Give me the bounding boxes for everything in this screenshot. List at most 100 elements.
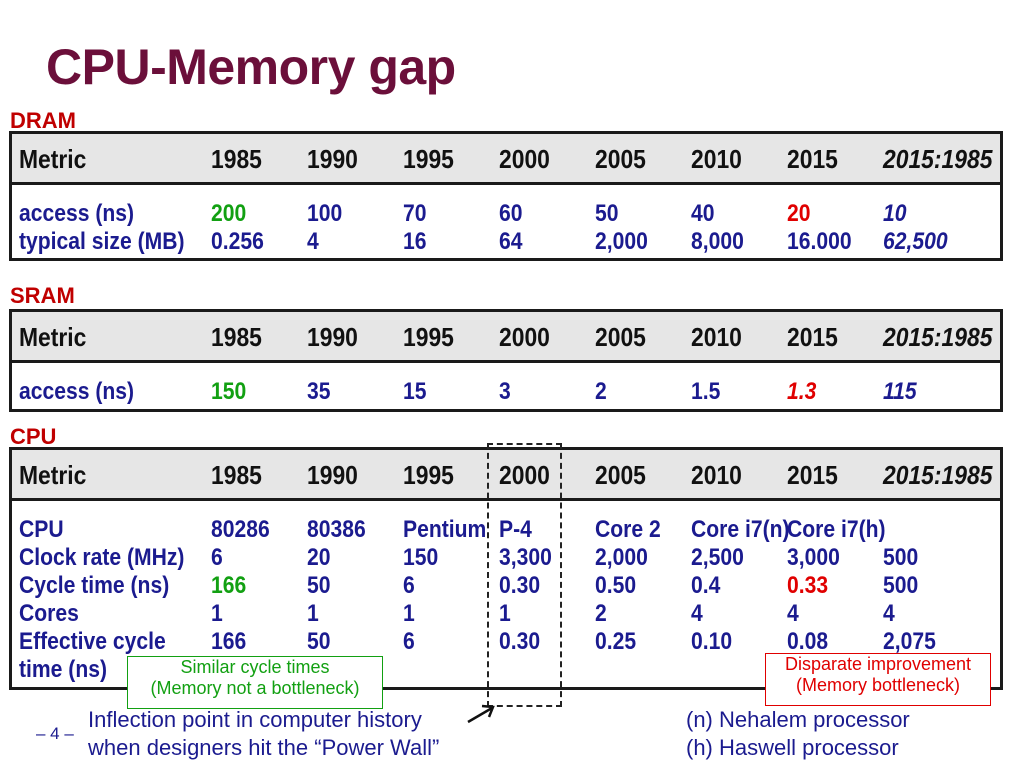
cpu-cell-r2-c4: 0.30 — [499, 572, 541, 599]
cpu-cell-r4-c8: 2,075 — [883, 628, 936, 655]
dram-header-1985: 1985 — [211, 144, 262, 174]
cpu-cell-r2-c0: Cycle time (ns) — [19, 572, 170, 599]
cpu-cell-r1-c2: 20 — [307, 544, 331, 571]
cpu-header-2000: 2000 — [499, 460, 550, 490]
legend-nehalem: (n) Nehalem processor — [686, 707, 910, 732]
cpu-cell-r0-c0: CPU — [19, 516, 64, 543]
disparate-improvement-note: Disparate improvement (Memory bottleneck… — [765, 653, 991, 706]
dram-cell-r0-c6: 40 — [691, 200, 715, 227]
sram-cell-r0-c2: 35 — [307, 378, 331, 405]
dram-cell-r0-c0: access (ns) — [19, 200, 135, 227]
similar-cycle-note: Similar cycle times (Memory not a bottle… — [127, 656, 383, 709]
sram-header-2005: 2005 — [595, 322, 646, 352]
inflection-caption: Inflection point in computer history whe… — [88, 706, 439, 762]
similar-note-line-1: Similar cycle times — [180, 657, 330, 677]
cpu-cell-r2-c1: 166 — [211, 572, 247, 599]
dram-header-row: Metric 1985 1990 1995 2000 2005 2010 2015 2015:1… — [12, 134, 1000, 185]
inflection-highlight-box — [487, 443, 562, 707]
cpu-cell-r1-c8: 500 — [883, 544, 919, 571]
cpu-cell-r0-c3: Pentium — [403, 516, 487, 543]
cpu-header-2010: 2010 — [691, 460, 742, 490]
sram-header-1995: 1995 — [403, 322, 454, 352]
cpu-cell-r1-c1: 6 — [211, 544, 223, 571]
dram-header-1990: 1990 — [307, 144, 358, 174]
cpu-cell-r3-c7: 4 — [787, 600, 799, 627]
cpu-cell-r4-c2: 50 — [307, 628, 331, 655]
cpu-cell-r0-c5: Core 2 — [595, 516, 661, 543]
sram-table: Metric 1985 1990 1995 2000 2005 2010 2015 2015:1… — [9, 309, 1003, 412]
disparate-note-line-1: Disparate improvement — [784, 654, 972, 674]
legend-haswell: (h) Haswell processor — [686, 735, 899, 760]
sram-cell-r0-c0: access (ns) — [19, 378, 135, 405]
dram-header-metric: Metric — [19, 144, 87, 174]
sram-header-1990: 1990 — [307, 322, 358, 352]
dram-cell-r0-c8: 10 — [883, 200, 907, 227]
cpu-cell-r4-c1: 166 — [211, 628, 247, 655]
cpu-table: Metric 1985 1990 1995 2000 2005 2010 2015 2015:1… — [9, 447, 1003, 690]
dram-cell-r0-c4: 60 — [499, 200, 523, 227]
dram-header-2010: 2010 — [691, 144, 742, 174]
cpu-cell-r2-c7: 0.33 — [787, 572, 829, 599]
cpu-header-1990: 1990 — [307, 460, 358, 490]
cpu-cell-r4-c4: 0.30 — [499, 628, 541, 655]
dram-cell-r0-c5: 50 — [595, 200, 619, 227]
sram-header-2000: 2000 — [499, 322, 550, 352]
inflection-caption-line-2: when designers hit the “Power Wall” — [88, 735, 440, 760]
dram-cell-r0-c1: 200 — [211, 200, 247, 227]
cpu-cell-r4-c3: 6 — [403, 628, 415, 655]
sram-cell-r0-c4: 3 — [499, 378, 511, 405]
dram-cell-r1-c5: 2,000 — [595, 228, 648, 255]
sram-cell-r0-c1: 150 — [211, 378, 247, 405]
cpu-cell-r0-c1: 80286 — [211, 516, 270, 543]
page-number: – 4 – — [36, 724, 74, 743]
dram-cell-r1-c2: 4 — [307, 228, 319, 255]
cpu-cell-r2-c6: 0.4 — [691, 572, 721, 599]
cpu-cell-r0-c7: Core i7(h) — [787, 516, 886, 543]
cpu-cell-r4-c5: 0.25 — [595, 628, 637, 655]
cpu-cell-r3-c4: 1 — [499, 600, 511, 627]
cpu-cell-r1-c3: 150 — [403, 544, 439, 571]
cpu-label: CPU — [10, 424, 57, 449]
cpu-cell-r3-c0: Cores — [19, 600, 79, 627]
cpu-cell-r2-c3: 6 — [403, 572, 415, 599]
cpu-cell-r1-c7: 3,000 — [787, 544, 840, 571]
dram-header-2015: 2015 — [787, 144, 838, 174]
cpu-header-2015: 2015 — [787, 460, 838, 490]
sram-cell-r0-c8: 115 — [883, 378, 917, 405]
processor-legend: (n) Nehalem processor (h) Haswell proces… — [686, 706, 910, 762]
dram-cell-r1-c6: 8,000 — [691, 228, 744, 255]
dram-header-1995: 1995 — [403, 144, 454, 174]
cpu-cell-r4-c6: 0.10 — [691, 628, 733, 655]
cpu-cell-r0-c6: Core i7(n) — [691, 516, 790, 543]
cpu-header-metric: Metric — [19, 460, 87, 490]
cpu-cell-r4-c0: Effective cycle — [19, 628, 166, 655]
cpu-header-1995: 1995 — [403, 460, 454, 490]
dram-header-2015-1985: 2015:1985 — [883, 144, 993, 174]
dram-header-2005: 2005 — [595, 144, 646, 174]
cpu-cell-r4-c7: 0.08 — [787, 628, 829, 655]
inflection-caption-line-1: Inflection point in computer history — [88, 707, 422, 732]
cpu-cell-r1-c5: 2,000 — [595, 544, 648, 571]
slide-title: CPU-Memory gap — [46, 39, 456, 95]
dram-cell-r1-c7: 16.000 — [787, 228, 852, 255]
cpu-cell-r2-c2: 50 — [307, 572, 331, 599]
cpu-cell-r0-c2: 80386 — [307, 516, 366, 543]
sram-header-metric: Metric — [19, 322, 87, 352]
cpu-cell-r1-c6: 2,500 — [691, 544, 744, 571]
dram-header-2000: 2000 — [499, 144, 550, 174]
dram-cell-r1-c3: 16 — [403, 228, 427, 255]
cpu-cell-r2-c8: 500 — [883, 572, 919, 599]
similar-note-line-2: (Memory not a bottleneck) — [150, 678, 360, 698]
dram-cell-r1-c0: typical size (MB) — [19, 228, 185, 255]
cpu-cell-r3-c8: 4 — [883, 600, 895, 627]
cpu-cell-r3-c2: 1 — [307, 600, 319, 627]
cpu-cell-r0-c4: P-4 — [499, 516, 532, 543]
sram-header-2015: 2015 — [787, 322, 838, 352]
disparate-note-line-2: (Memory bottleneck) — [795, 675, 961, 695]
cpu-cell-r3-c1: 1 — [211, 600, 223, 627]
sram-header-1985: 1985 — [211, 322, 262, 352]
dram-cell-r0-c2: 100 — [307, 200, 343, 227]
sram-header-2015-1985: 2015:1985 — [883, 322, 993, 352]
cpu-cell-r3-c6: 4 — [691, 600, 703, 627]
sram-cell-r0-c5: 2 — [595, 378, 607, 405]
